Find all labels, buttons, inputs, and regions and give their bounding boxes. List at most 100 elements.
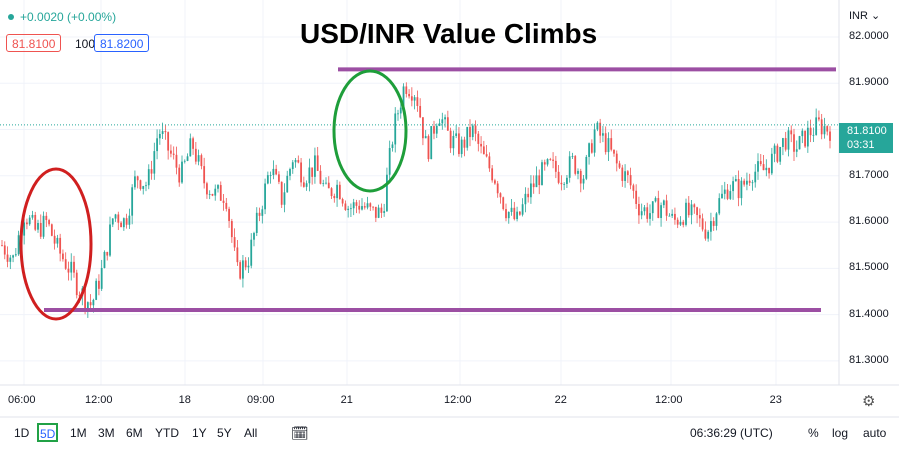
candle-body (549, 159, 552, 160)
time-tick-label: 21 (340, 394, 353, 406)
horizontal-levels (44, 67, 836, 312)
range-button-5y[interactable]: 5Y (217, 426, 232, 440)
candle-body (585, 156, 588, 179)
candle-body (67, 268, 70, 273)
gear-icon[interactable]: ⚙ (862, 393, 876, 410)
candle-body (433, 126, 435, 134)
candle-body (98, 280, 100, 289)
candle-body (687, 202, 690, 216)
status-dot-icon (8, 14, 14, 20)
candle-body (444, 117, 446, 120)
candle-body (751, 182, 754, 184)
candle-body (31, 214, 34, 218)
candle-body (95, 280, 98, 300)
candle-body (194, 148, 197, 162)
range-button-1y[interactable]: 1Y (192, 426, 207, 440)
candle-body (120, 222, 122, 228)
candle-body (222, 200, 225, 203)
candle-body (482, 146, 485, 155)
candle-body (397, 113, 399, 115)
percent-toggle[interactable]: % (808, 426, 819, 440)
candle-body (37, 223, 39, 230)
range-button-1m[interactable]: 1M (70, 426, 87, 440)
bottom-toolbar: 1D 5D 1M 3M 6M YTD 1Y 5Y All 🗓 06:36:29 (UTC) % … (0, 418, 899, 449)
candle-body (566, 177, 568, 184)
candle-body (535, 175, 538, 188)
currency-selector[interactable]: INR ⌄ (849, 9, 880, 22)
price-tick-label: 81.5000 (849, 261, 889, 274)
candle-body (765, 167, 768, 171)
candle-body (39, 223, 42, 237)
candle-body (654, 198, 657, 202)
candle-body (543, 162, 546, 165)
candle-body (790, 130, 793, 135)
candle-body (809, 127, 812, 136)
candle-body (219, 185, 222, 201)
candle-body (746, 180, 748, 185)
candle-body (820, 119, 823, 135)
auto-toggle[interactable]: auto (863, 426, 887, 440)
buy-price-button[interactable]: 81.8200 (94, 34, 150, 52)
candle-body (12, 255, 14, 258)
range-button-6m[interactable]: 6M (126, 426, 143, 440)
utc-clock[interactable]: 06:36:29 (UTC) (690, 426, 773, 440)
candle-body (826, 126, 829, 132)
candle-body (624, 171, 626, 181)
candle-body (776, 145, 779, 162)
candle-body (145, 185, 147, 187)
candle-body (352, 202, 355, 209)
candle-body (239, 262, 242, 279)
candle-body (380, 207, 383, 213)
price-series (1, 82, 831, 318)
candle-body (804, 130, 806, 147)
candle-body (516, 211, 518, 220)
price-tick-label: 81.7000 (849, 168, 889, 181)
candle-body (701, 218, 704, 230)
candle-body (754, 171, 757, 183)
price-tick-label: 81.6000 (849, 215, 889, 228)
range-button-3m[interactable]: 3M (98, 426, 115, 440)
candle-body (698, 215, 701, 219)
candle-body (347, 208, 350, 210)
candle-body (734, 179, 737, 182)
candle-body (424, 136, 427, 139)
sell-price-button[interactable]: 81.8100 (6, 34, 62, 52)
range-button-5d[interactable]: 5D (37, 423, 59, 442)
candle-body (23, 222, 26, 236)
candle-body (106, 251, 109, 256)
candle-body (291, 162, 294, 170)
candle-body (618, 163, 621, 168)
candle-body (704, 229, 707, 239)
candle-body (355, 202, 358, 206)
candle-body (161, 131, 164, 134)
chart-title: USD/INR Value Climbs (300, 18, 598, 49)
range-button-ytd[interactable]: YTD (155, 426, 179, 440)
candle-body (657, 198, 660, 218)
candle-body (250, 239, 253, 266)
candle-body (574, 156, 577, 174)
candle-body (599, 122, 602, 136)
candle-body (280, 181, 283, 205)
range-button-1d[interactable]: 1D (14, 426, 30, 440)
time-tick-label: 09:00 (247, 394, 275, 406)
candle-body (419, 105, 422, 118)
candle-body (593, 129, 596, 153)
candle-body (607, 138, 610, 153)
date-range-icon[interactable]: 🗓 (291, 425, 309, 441)
candle-body (62, 253, 64, 260)
candle-body (139, 180, 142, 189)
candle-body (189, 138, 192, 157)
candle-body (330, 188, 333, 197)
candle-body (651, 201, 654, 214)
candle-body (640, 211, 643, 216)
candle-body (460, 139, 463, 155)
candle-body (563, 183, 566, 185)
log-toggle[interactable]: log (832, 426, 849, 440)
candle-body (363, 206, 366, 208)
candle-body (552, 159, 554, 161)
range-button-all[interactable]: All (244, 426, 258, 440)
candle-body (183, 160, 186, 162)
candle-body (399, 107, 402, 114)
candle-body (150, 169, 153, 174)
